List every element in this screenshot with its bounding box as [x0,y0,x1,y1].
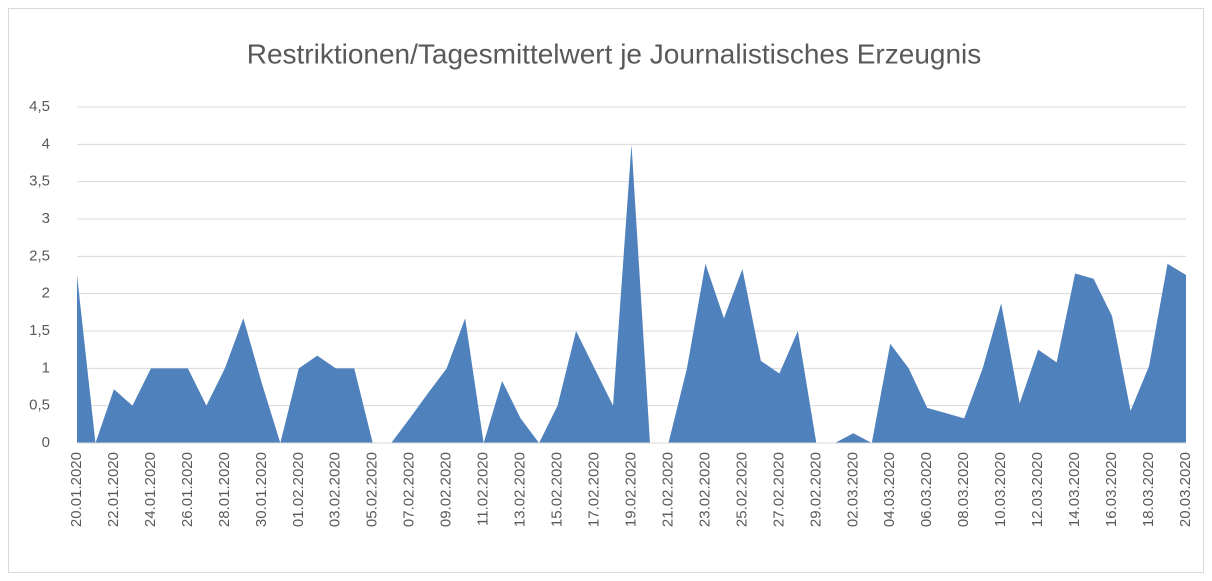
x-tick-label: 05.02.2020 [364,452,381,527]
x-tick-label: 30.01.2020 [253,452,270,527]
y-tick-label: 3,5 [29,173,50,190]
x-tick-label: 03.02.2020 [327,452,344,527]
x-tick-label: 11.02.2020 [475,452,492,526]
x-tick-label: 12.03.2020 [1029,452,1046,527]
x-tick-label: 06.03.2020 [918,452,935,527]
x-tick-label: 07.02.2020 [401,452,418,527]
y-tick-label: 1 [42,359,50,376]
x-tick-label: 01.02.2020 [290,452,307,527]
y-tick-label: 0 [42,434,50,451]
x-tick-label: 13.02.2020 [512,452,529,527]
y-tick-label: 3 [42,210,50,227]
x-tick-label: 09.02.2020 [438,452,455,527]
x-tick-label: 29.02.2020 [807,452,824,527]
x-tick-label: 04.03.2020 [881,452,898,527]
x-tick-label: 14.03.2020 [1066,452,1083,527]
x-tick-label: 17.02.2020 [586,452,603,527]
x-tick-label: 28.01.2020 [216,452,233,527]
x-tick-label: 10.03.2020 [992,452,1009,527]
y-tick-label: 2 [42,285,50,302]
x-tick-label: 20.01.2020 [68,452,85,527]
x-tick-label: 22.01.2020 [105,452,122,527]
chart-border [8,8,1204,573]
x-tick-label: 23.02.2020 [696,452,713,527]
x-tick-label: 20.03.2020 [1177,452,1194,527]
x-tick-label: 16.03.2020 [1103,452,1120,527]
x-tick-label: 18.03.2020 [1140,452,1157,527]
y-tick-label: 0,5 [29,397,50,414]
y-tick-label: 2,5 [29,247,50,264]
y-tick-label: 1,5 [29,322,50,339]
x-tick-label: 25.02.2020 [733,452,750,527]
area [77,144,1186,444]
x-tick-label: 15.02.2020 [549,452,566,527]
y-tick-label: 4 [42,135,50,152]
x-tick-label: 27.02.2020 [770,452,787,527]
x-tick-label: 26.01.2020 [179,452,196,527]
x-tick-label: 24.01.2020 [142,452,159,527]
chart-title: Restriktionen/Tagesmittelwert je Journal… [247,38,982,69]
x-tick-label: 02.03.2020 [844,452,861,527]
x-tick-label: 19.02.2020 [622,452,639,527]
y-tick-label: 4,5 [29,98,50,115]
x-tick-label: 21.02.2020 [659,452,676,527]
x-tick-label: 08.03.2020 [955,452,972,527]
